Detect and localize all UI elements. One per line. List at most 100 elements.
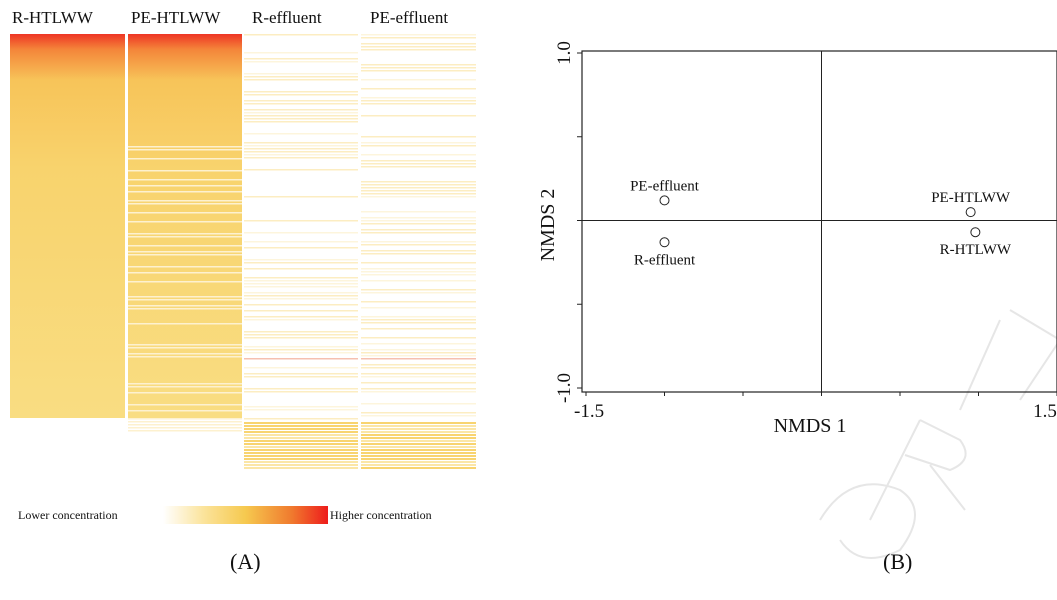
heatmap-cell — [361, 458, 476, 460]
heatmap-cell — [361, 190, 476, 192]
heatmap-cell — [361, 452, 476, 454]
heatmap-cell — [361, 412, 476, 414]
heatmap-cell — [244, 376, 358, 378]
heatmap-cell — [244, 277, 358, 279]
heatmap-cell — [244, 100, 358, 102]
heatmap-cell — [244, 262, 358, 264]
legend-low-label: Lower concentration — [18, 508, 118, 522]
heatmap-cell — [128, 410, 242, 412]
heatmap-cell — [244, 449, 358, 451]
heatmap-cell — [244, 154, 358, 156]
heatmap-cell — [244, 151, 358, 153]
heatmap-cell — [361, 443, 476, 445]
heatmap-cell — [361, 160, 476, 162]
heatmap-cell — [361, 193, 476, 195]
heatmap-cell — [128, 404, 242, 406]
heatmap-cell — [128, 296, 242, 298]
heatmap-cell — [244, 241, 358, 243]
heatmap-cell — [244, 310, 358, 312]
heatmap-cell — [128, 299, 242, 301]
heatmap-cell — [244, 295, 358, 297]
heatmap-cell — [244, 425, 358, 427]
heatmap-cell — [244, 422, 358, 424]
heatmap-cell — [244, 455, 358, 457]
heatmap-cell — [244, 148, 358, 150]
heatmap-cell — [244, 58, 358, 60]
heatmap-cell — [244, 418, 358, 420]
heatmap-cell — [244, 121, 358, 123]
heatmap-cell — [361, 49, 476, 51]
heatmap-column-label: PE-effluent — [370, 8, 449, 27]
heatmap-cell — [361, 349, 476, 351]
y-tick-label: 1.0 — [554, 41, 575, 65]
heatmap-cell — [244, 391, 358, 393]
heatmap-cell — [244, 103, 358, 105]
heatmap-cell — [361, 115, 476, 117]
heatmap-cell — [244, 443, 358, 445]
heatmap-cell — [244, 34, 358, 36]
heatmap-cell — [244, 280, 358, 282]
nmds-plot: -1.5 1.5 -1.0 1.0 PE-effluent R-effluent PE-H… — [537, 41, 1057, 437]
heatmap-cell — [128, 191, 242, 193]
heatmap-cell — [128, 281, 242, 283]
heatmap-cell — [361, 244, 476, 246]
heatmap-cell — [244, 196, 358, 198]
heatmap-cell — [244, 268, 358, 270]
scatter-point — [659, 195, 670, 206]
heatmap-cell — [361, 431, 476, 433]
heatmap-cell — [361, 184, 476, 186]
heatmap-cell — [128, 254, 242, 256]
heatmap-cell — [361, 376, 476, 378]
heatmap-cell — [244, 286, 358, 288]
heatmap-cell — [361, 46, 476, 48]
heatmap-cell — [244, 434, 358, 436]
heatmap-cell — [361, 67, 476, 69]
heatmap-column-label: R-effluent — [252, 8, 322, 27]
heatmap-cell — [128, 245, 242, 247]
heatmap-cell — [361, 271, 476, 273]
heatmap-cell — [244, 316, 358, 318]
panel-a-label: (A) — [230, 549, 261, 574]
heatmap-cell — [244, 304, 358, 306]
heatmap-cell — [361, 229, 476, 231]
heatmap-cell — [244, 461, 358, 463]
heatmap-cell — [361, 241, 476, 243]
heatmap-cell — [361, 196, 476, 198]
heatmap-cell — [361, 187, 476, 189]
heatmap-cell — [244, 331, 358, 333]
heatmap-cell — [244, 61, 358, 63]
heatmap-cell — [244, 467, 358, 469]
heatmap-cell — [128, 203, 242, 205]
heatmap-cell — [128, 308, 242, 310]
heatmap-cell — [244, 109, 358, 111]
heatmap-cell — [244, 91, 358, 93]
heatmap-cell — [244, 118, 358, 120]
heatmap-cell — [361, 145, 476, 147]
point-label: R-effluent — [634, 252, 696, 268]
heatmap-cell — [361, 34, 476, 36]
heatmap-cell — [361, 403, 476, 405]
heatmap-cell — [361, 217, 476, 219]
heatmap-cell — [244, 298, 358, 300]
heatmap-cell — [361, 223, 476, 225]
heatmap-cell — [361, 358, 476, 360]
heatmap-cell — [128, 149, 242, 151]
heatmap-cell — [244, 220, 358, 222]
heatmap-cell — [361, 316, 476, 318]
y-tick-label: -1.0 — [554, 373, 575, 403]
heatmap-cell — [361, 437, 476, 439]
point-label: PE-effluent — [630, 178, 700, 194]
heatmap-cell — [361, 232, 476, 234]
heatmap-cell — [128, 430, 242, 432]
heatmap-cell — [244, 157, 358, 159]
heatmap-cell — [361, 181, 476, 183]
heatmap-cell — [128, 170, 242, 172]
heatmap-cell — [361, 268, 476, 270]
heatmap-cell — [128, 383, 242, 385]
heatmap-cell — [361, 142, 476, 144]
heatmap-cell — [244, 115, 358, 117]
heatmap-cell — [361, 43, 476, 45]
scatter-point — [965, 207, 976, 218]
heatmap-cell — [361, 455, 476, 457]
heatmap-cell — [244, 349, 358, 351]
